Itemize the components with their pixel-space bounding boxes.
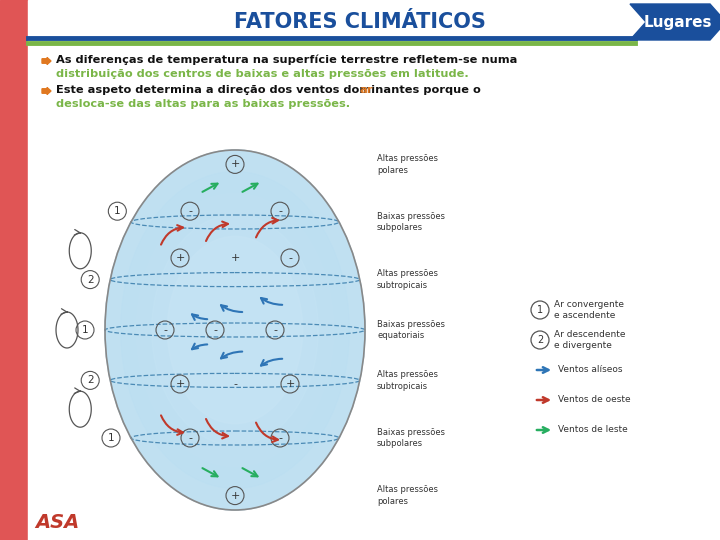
Text: -: - (163, 325, 167, 335)
Ellipse shape (152, 215, 318, 445)
FancyArrow shape (42, 87, 51, 94)
Text: Altas pressões
polares: Altas pressões polares (377, 485, 438, 506)
Text: Altas pressões
polares: Altas pressões polares (377, 154, 438, 175)
Text: As diferenças de temperatura na superfície terrestre refletem-se numa: As diferenças de temperatura na superfíc… (56, 55, 518, 65)
Text: Baixas pressões
subpolares: Baixas pressões subpolares (377, 428, 445, 448)
Text: +: + (230, 159, 240, 170)
Polygon shape (630, 4, 720, 40)
Text: Baixas pressões
subpolares: Baixas pressões subpolares (377, 212, 445, 232)
Text: Ar descendente
e divergente: Ar descendente e divergente (554, 329, 626, 350)
Text: -: - (213, 325, 217, 335)
Text: -: - (278, 433, 282, 443)
FancyArrow shape (42, 57, 51, 64)
Text: -: - (188, 433, 192, 443)
Text: 1: 1 (537, 305, 543, 315)
Ellipse shape (136, 193, 334, 467)
Text: +: + (230, 253, 240, 263)
Ellipse shape (105, 150, 365, 510)
Bar (0, 0, 28, 540)
Text: ar: ar (360, 85, 373, 95)
Text: Ventos alíseos: Ventos alíseos (558, 366, 623, 375)
Ellipse shape (121, 172, 349, 488)
Text: Ventos de oeste: Ventos de oeste (558, 395, 631, 404)
Text: 2: 2 (87, 275, 94, 285)
Text: 1: 1 (108, 433, 114, 443)
Text: 2: 2 (537, 335, 543, 345)
Text: -: - (288, 253, 292, 263)
Text: Altas pressões
subtropicais: Altas pressões subtropicais (377, 370, 438, 391)
Text: distribuição dos centros de baixas e altas pressões em latitude.: distribuição dos centros de baixas e alt… (56, 69, 469, 79)
Text: desloca-se das altas para as baixas pressões.: desloca-se das altas para as baixas pres… (56, 99, 350, 109)
Ellipse shape (105, 150, 365, 510)
Text: Baixas pressões
equatoriais: Baixas pressões equatoriais (377, 320, 445, 340)
Text: -: - (273, 325, 277, 335)
Text: Altas pressões
subtropicais: Altas pressões subtropicais (377, 269, 438, 290)
Text: 1: 1 (81, 325, 89, 335)
Text: 2: 2 (87, 375, 94, 386)
Ellipse shape (167, 237, 302, 423)
Text: 1: 1 (114, 206, 121, 216)
Text: +: + (285, 379, 294, 389)
Text: Ar convergente
e ascendente: Ar convergente e ascendente (554, 300, 624, 320)
Text: -: - (188, 206, 192, 216)
Text: -: - (278, 206, 282, 216)
Text: -: - (233, 379, 237, 389)
Text: Lugares: Lugares (644, 15, 712, 30)
Text: FATORES CLIMÁTICOS: FATORES CLIMÁTICOS (234, 12, 486, 32)
Text: Este aspeto determina a direção dos ventos dominantes porque o: Este aspeto determina a direção dos vent… (56, 85, 485, 95)
Text: ASA: ASA (35, 512, 79, 531)
Text: +: + (175, 379, 185, 389)
Text: Ventos de leste: Ventos de leste (558, 426, 628, 435)
Text: +: + (175, 253, 185, 263)
Text: +: + (230, 491, 240, 501)
